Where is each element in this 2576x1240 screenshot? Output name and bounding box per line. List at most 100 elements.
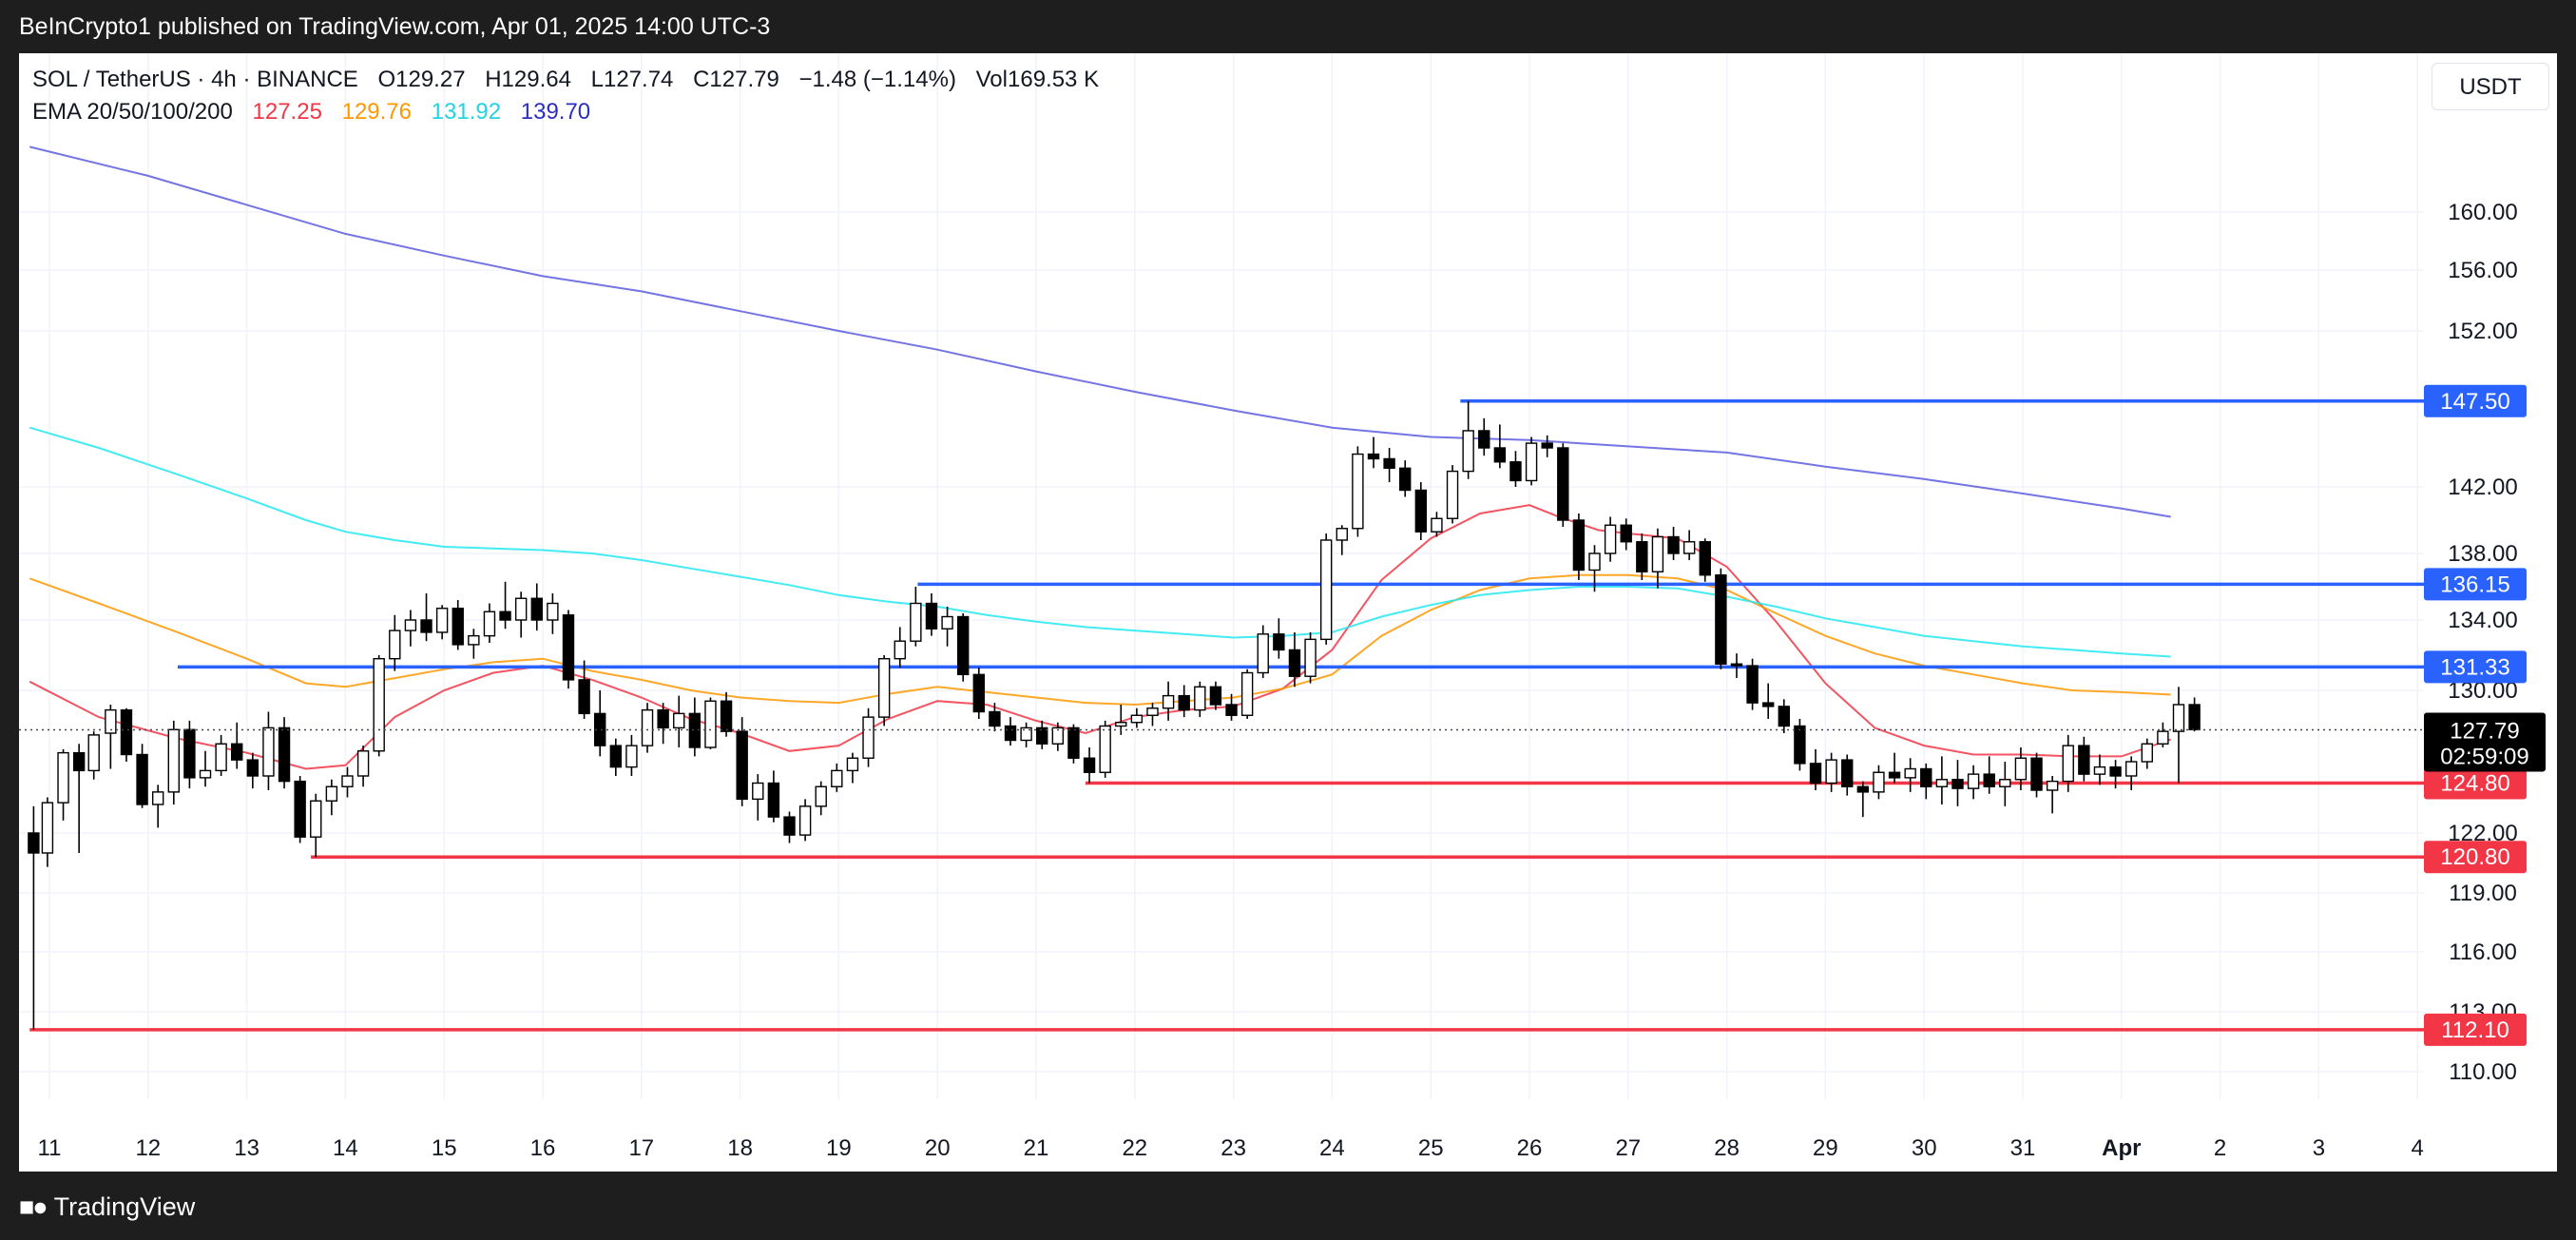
price-tick-label: 119.00 (2449, 881, 2517, 906)
candle-body (499, 610, 511, 621)
candle-body (1557, 447, 1569, 521)
tradingview-brand: TradingView (53, 1192, 196, 1221)
candle (1414, 482, 1428, 540)
candle (183, 720, 196, 789)
candle (2157, 722, 2169, 747)
candle (341, 766, 354, 798)
last-price-label: 127.79 (2450, 718, 2519, 744)
candle (435, 605, 449, 640)
candle-body (1478, 430, 1490, 449)
candle-body (736, 730, 748, 801)
candle (1794, 719, 1806, 771)
candle-body (862, 716, 875, 759)
candle-body (578, 679, 590, 715)
ohlc-open: O129.27 (377, 67, 466, 92)
time-tick-label: 17 (628, 1135, 654, 1161)
tradingview-logo[interactable]: ■● TradingView (19, 1192, 195, 1222)
candle-body (941, 615, 953, 630)
candle-body (1572, 519, 1586, 572)
candle (404, 610, 417, 647)
candle (310, 793, 322, 858)
candle (2062, 734, 2074, 792)
price-chart[interactable]: 110.00113.00116.00119.00122.00130.00134.… (19, 53, 2557, 1172)
ema-line-3 (29, 426, 2171, 658)
candle (1699, 538, 1711, 582)
candles (28, 400, 2201, 1030)
time-tick-label: 12 (135, 1135, 161, 1161)
candle (1983, 756, 1995, 794)
candle (1841, 754, 1854, 796)
candle (798, 799, 812, 842)
currency-button[interactable]: USDT (2432, 63, 2549, 110)
candle-body (28, 832, 40, 854)
candle-body (2172, 704, 2185, 732)
candle (468, 629, 480, 659)
candle-body (1856, 785, 1870, 793)
candle-body (1699, 541, 1711, 576)
candle-body (657, 708, 669, 729)
ohlc-high: H129.64 (485, 67, 571, 92)
candle-body (562, 614, 575, 681)
candle-body (183, 728, 196, 779)
candle (1225, 693, 1238, 721)
candle-body (1904, 767, 1916, 779)
level-badge-label: 131.33 (2440, 654, 2509, 680)
ema-label[interactable]: EMA 20/50/100/200 (32, 99, 233, 125)
candle-body (1935, 779, 1949, 787)
candle (2141, 738, 2153, 769)
candle (1999, 762, 2011, 806)
candle (1020, 722, 1032, 747)
candle-body (1620, 524, 1632, 543)
candle-body (294, 780, 306, 838)
candle (1162, 681, 1175, 721)
time-tick-label: 21 (1024, 1135, 1049, 1161)
candle-body (151, 791, 164, 805)
candle (1130, 707, 1144, 728)
candle (1431, 512, 1443, 537)
chart-panel[interactable]: 110.00 113.00 116.00 119.00 122.00 130.00 134.… (19, 53, 2557, 1172)
resistance-badge (2424, 568, 2527, 601)
candle-body (105, 708, 117, 734)
level-badge-label: 147.50 (2440, 389, 2509, 415)
candle-body (1525, 442, 1538, 482)
price-tick-label: 134.00 (2448, 608, 2517, 633)
candle (1636, 533, 1648, 580)
candle (1651, 528, 1664, 589)
candle (704, 697, 717, 749)
candle (625, 734, 638, 776)
candle (41, 797, 54, 867)
candle-body (87, 734, 100, 772)
ema-line-2 (29, 573, 2171, 707)
time-tick-label: 23 (1221, 1135, 1246, 1161)
candle-body (641, 708, 654, 746)
candle-body (483, 610, 496, 637)
symbol-legend: SOL / TetherUS · 4h · BINANCE O129.27 H1… (32, 67, 1099, 93)
candle (483, 603, 496, 644)
candle-body (2141, 743, 2153, 763)
symbol-name[interactable]: SOL / TetherUS · 4h · BINANCE (32, 67, 358, 92)
candle-body (1541, 442, 1553, 449)
resistance-badge (2424, 384, 2527, 417)
candle-body (41, 802, 54, 854)
candle-body (1288, 649, 1301, 677)
candle (547, 593, 559, 634)
candle (87, 731, 100, 780)
time-tick-label: 11 (38, 1135, 62, 1161)
candle-body (1115, 722, 1127, 727)
candle-body (594, 712, 606, 746)
candle (105, 705, 117, 769)
candle (389, 614, 401, 671)
time-tick-label: 14 (333, 1135, 358, 1161)
time-tick-label: 18 (727, 1135, 753, 1161)
price-tick-label: 156.00 (2448, 258, 2517, 283)
candle-body (310, 800, 322, 838)
candle (215, 734, 227, 776)
candle (325, 779, 338, 816)
candle-body (925, 602, 938, 630)
time-tick-label: 22 (1122, 1135, 1147, 1161)
candle-body (1778, 706, 1791, 727)
candle (1051, 722, 1065, 751)
candle-body (2109, 765, 2122, 777)
footer-bar: ■● TradingView (0, 1172, 2576, 1240)
candle-body (1873, 771, 1885, 793)
